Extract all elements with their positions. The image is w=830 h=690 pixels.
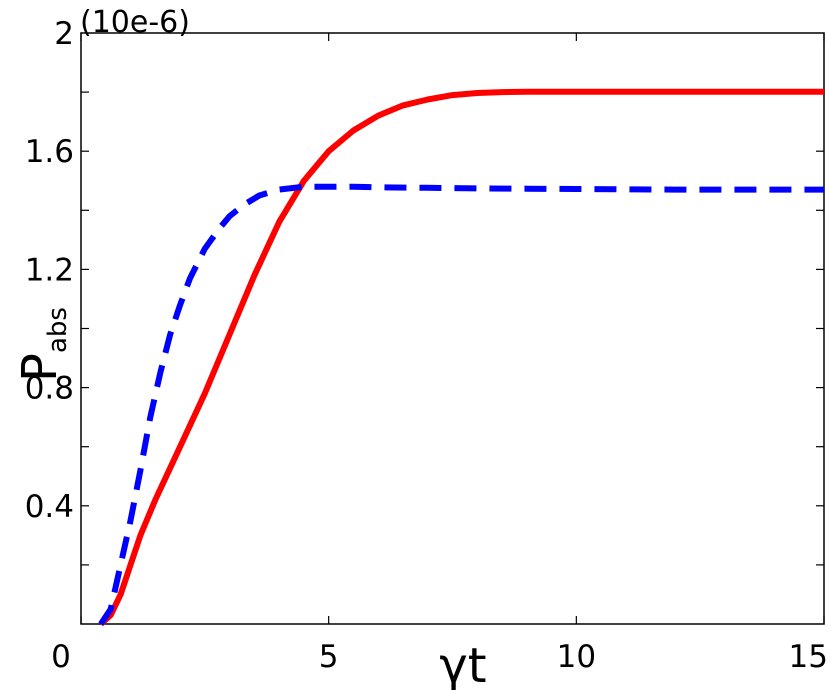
y-tick-label: 0.4 [25,489,74,525]
svg-text:Pabs: Pabs [12,307,73,382]
y-scale-note: (10e-6) [80,5,190,40]
x-axis-label: γt [439,638,486,690]
y-axis-label: Pabs [12,307,73,382]
y-tick-label: 1.6 [25,134,74,170]
series-group [98,88,824,627]
y-axis-label-subscript: abs [43,307,73,353]
y-tick-label: 0.8 [25,371,74,407]
solid-series-line [98,88,824,627]
x-tick-label: 10 [557,639,596,675]
axis-ticks [80,33,825,624]
y-axis-label-main: P [12,353,68,382]
x-tick-label: 15 [789,639,828,675]
y-tick-label: 1.2 [25,252,74,288]
x-tick-label: 5 [319,639,339,675]
dashed-series-line [98,183,824,626]
y-tick-label: 2 [54,16,74,52]
axis-tick-labels: 0 5 10 15 0.4 0.8 1.2 1.6 2 [25,16,828,675]
x-tick-label: 0 [51,639,71,675]
plot-frame [80,32,825,625]
